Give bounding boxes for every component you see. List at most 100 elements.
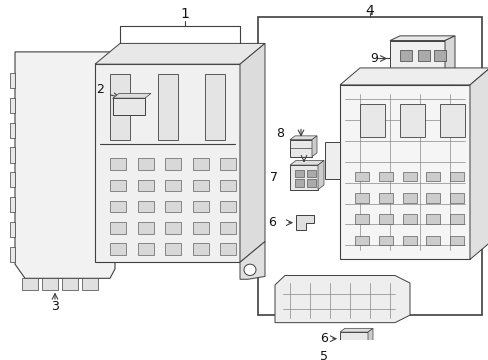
Bar: [402, 193, 416, 203]
Bar: [258, 17, 481, 315]
Bar: [110, 222, 126, 234]
Bar: [354, 236, 368, 245]
Bar: [192, 243, 208, 255]
Bar: [204, 73, 224, 140]
Bar: [192, 222, 208, 234]
Polygon shape: [15, 52, 120, 278]
Bar: [359, 104, 384, 137]
Bar: [137, 243, 153, 255]
Bar: [402, 236, 416, 245]
Polygon shape: [240, 44, 264, 262]
Polygon shape: [22, 278, 38, 290]
Bar: [439, 104, 464, 137]
Bar: [110, 180, 126, 191]
Bar: [354, 193, 368, 203]
Bar: [339, 85, 469, 260]
Polygon shape: [337, 348, 365, 351]
Polygon shape: [10, 197, 15, 212]
Text: 6: 6: [320, 332, 327, 345]
Polygon shape: [113, 93, 151, 98]
Bar: [426, 172, 439, 181]
Bar: [164, 222, 181, 234]
Bar: [449, 236, 463, 245]
Bar: [157, 73, 177, 140]
Bar: [220, 243, 236, 255]
Bar: [339, 332, 367, 345]
Polygon shape: [325, 141, 339, 179]
Polygon shape: [339, 328, 372, 332]
Polygon shape: [274, 275, 409, 323]
Bar: [164, 180, 181, 191]
Bar: [426, 236, 439, 245]
Polygon shape: [317, 161, 324, 190]
Polygon shape: [339, 68, 488, 85]
Bar: [95, 64, 240, 262]
Polygon shape: [289, 136, 316, 140]
Bar: [426, 215, 439, 224]
Bar: [449, 215, 463, 224]
Text: 6: 6: [267, 216, 275, 229]
Bar: [402, 172, 416, 181]
Polygon shape: [62, 278, 78, 290]
Bar: [110, 201, 126, 212]
Bar: [220, 222, 236, 234]
Bar: [378, 215, 392, 224]
Bar: [354, 172, 368, 181]
Bar: [164, 243, 181, 255]
Bar: [378, 193, 392, 203]
Polygon shape: [289, 161, 324, 165]
Polygon shape: [10, 222, 15, 237]
Polygon shape: [10, 172, 15, 188]
Bar: [110, 73, 130, 140]
Bar: [402, 215, 416, 224]
Bar: [220, 180, 236, 191]
Bar: [137, 180, 153, 191]
Bar: [289, 140, 311, 157]
Text: 3: 3: [51, 300, 59, 313]
Polygon shape: [42, 278, 58, 290]
Polygon shape: [389, 36, 454, 41]
Bar: [378, 236, 392, 245]
Text: 9: 9: [369, 52, 377, 65]
Polygon shape: [10, 73, 15, 88]
Bar: [294, 170, 304, 177]
Polygon shape: [389, 41, 444, 88]
Bar: [113, 98, 145, 115]
Bar: [399, 69, 411, 80]
Polygon shape: [367, 328, 372, 345]
Bar: [192, 158, 208, 170]
Bar: [164, 158, 181, 170]
Polygon shape: [295, 215, 313, 230]
Polygon shape: [240, 242, 264, 279]
Bar: [433, 50, 445, 61]
Polygon shape: [82, 278, 98, 290]
Bar: [192, 201, 208, 212]
Polygon shape: [444, 36, 454, 88]
Bar: [417, 69, 429, 80]
Text: 5: 5: [319, 350, 327, 360]
Bar: [399, 50, 411, 61]
Bar: [137, 222, 153, 234]
Bar: [337, 351, 361, 360]
Bar: [294, 179, 304, 187]
Text: 2: 2: [96, 83, 104, 96]
Bar: [378, 172, 392, 181]
Text: 8: 8: [275, 127, 284, 140]
Polygon shape: [10, 148, 15, 163]
Polygon shape: [10, 98, 15, 113]
Bar: [306, 170, 315, 177]
Bar: [110, 243, 126, 255]
Text: 1: 1: [180, 7, 189, 21]
Polygon shape: [10, 122, 15, 138]
Bar: [449, 193, 463, 203]
Polygon shape: [311, 136, 316, 157]
Text: 4: 4: [365, 4, 374, 18]
Bar: [449, 172, 463, 181]
Bar: [192, 180, 208, 191]
Bar: [220, 201, 236, 212]
Bar: [306, 179, 315, 187]
Text: 7: 7: [269, 171, 278, 184]
Circle shape: [244, 264, 256, 275]
Bar: [433, 69, 445, 80]
Bar: [417, 50, 429, 61]
